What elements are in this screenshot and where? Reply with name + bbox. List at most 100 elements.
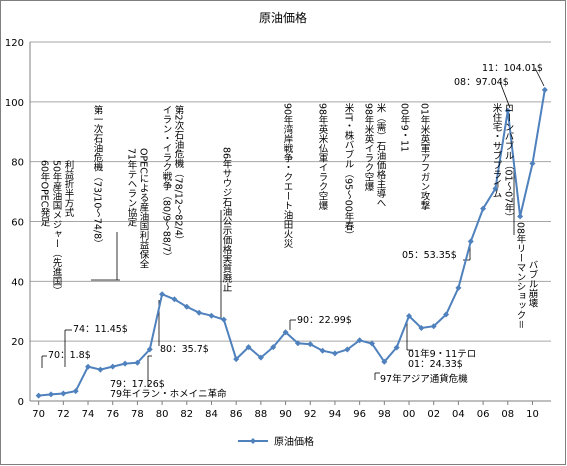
x-axis: 70 72 74 76 78 80 82 84 86 88 90 92 94 96 98 00 02 04 06 08… (32, 401, 539, 420)
data-point (294, 340, 301, 347)
annotation-v11: 98年英米仏軍イラク空爆 (317, 103, 329, 211)
data-point (541, 86, 548, 93)
data-point (220, 316, 227, 323)
y-axis: 0 20 40 60 80 100 120 (5, 38, 551, 408)
chart-title: 原油価格 (259, 10, 307, 25)
x-tick-label: 74 (82, 409, 95, 420)
data-point (134, 359, 141, 366)
x-tick-label: 76 (106, 409, 119, 420)
data-point (480, 205, 487, 212)
x-tick-label: 06 (477, 409, 490, 420)
data-point (122, 360, 129, 367)
data-point (381, 358, 388, 365)
x-tick-label: 82 (180, 409, 193, 420)
y-tick-label: 20 (11, 337, 24, 348)
data-point (85, 363, 92, 370)
data-point (529, 160, 536, 167)
data-point (331, 350, 338, 357)
x-tick-label: 96 (353, 409, 366, 420)
annotation-v3: 利益折半方式 (63, 159, 75, 217)
x-tick-label: 08 (501, 409, 514, 420)
data-point (35, 392, 42, 399)
annotation-v10: 90年湾岸戦争・クエート油田火災 (282, 103, 294, 248)
annotation-v20: バブル崩壊 (527, 260, 539, 308)
data-point (60, 390, 67, 397)
data-point (109, 363, 116, 370)
annotation-a70: 70：1.8$ (48, 350, 91, 361)
annotation-leaders (41, 67, 545, 386)
data-point (97, 366, 104, 373)
x-tick-label: 04 (452, 409, 465, 420)
annotation-v2: 50年産油国メジャー（先進国） (51, 160, 63, 296)
x-tick-label: 84 (205, 409, 218, 420)
data-point (146, 346, 153, 353)
data-point (307, 341, 314, 348)
y-tick-label: 80 (11, 158, 24, 169)
data-point (319, 347, 326, 354)
annotation-v6: OPECによる産油国利益保全 (138, 148, 150, 269)
x-tick-label: 92 (304, 409, 317, 420)
data-point (517, 213, 524, 220)
data-point (233, 356, 240, 363)
data-point (504, 107, 511, 114)
leader-line (499, 81, 511, 109)
annotation-v15: 00年9・11 (399, 103, 411, 152)
data-point (208, 312, 215, 319)
data-point (72, 388, 79, 395)
x-tick-label: 72 (57, 409, 70, 420)
annotation-a80: 80：35.7$ (160, 344, 209, 355)
legend-label: 原油価格 (274, 435, 314, 448)
annotation-v9: 86年サウジ石油公示価格実質廃止 (221, 147, 233, 292)
leader-line (534, 67, 545, 87)
y-tick-label: 0 (18, 397, 24, 408)
annotation-a79: 79：17.26$ (110, 379, 165, 390)
data-point (492, 185, 499, 192)
series-layer (35, 86, 548, 399)
data-point (455, 284, 462, 291)
annotation-v19: 08年リーマンショック＝ (515, 222, 527, 329)
annotation-a05: 05：53.35$ (402, 250, 457, 261)
data-point (245, 344, 252, 351)
annotation-a90: 90：22.99$ (297, 315, 352, 326)
data-point (430, 323, 437, 330)
annotation-v14: 米（需）石油価格主導へ (375, 102, 387, 207)
data-point (282, 329, 289, 336)
data-point (467, 238, 474, 245)
x-tick-label: 70 (32, 409, 45, 420)
data-point (171, 296, 178, 303)
annotation-v12: 米IT・株バブル（95～00年春） (343, 102, 355, 240)
annotation-a08: 08：97.04$ (454, 77, 509, 88)
annotation-v1: 60年OPEC発足 (39, 160, 51, 227)
y-tick-label: 120 (5, 38, 24, 49)
legend: 原油価格 (238, 435, 314, 448)
y-tick-label: 40 (11, 277, 24, 288)
annotation-v8: 第2次石油危機（78/12～82/4） (173, 104, 185, 245)
data-point (257, 354, 264, 361)
annotation-v16: 01年米英軍アフガン攻撃 (419, 103, 431, 210)
annotation-v17: 米住宅・サブプライム (491, 102, 503, 198)
x-tick-label: 00 (403, 409, 416, 420)
annotation-v18: ローンバブル（01～07年） (503, 103, 515, 222)
data-point (270, 344, 277, 351)
data-point (443, 311, 450, 318)
x-tick-label: 02 (427, 409, 440, 420)
x-tick-label: 80 (156, 409, 169, 420)
y-tick-label: 100 (5, 98, 24, 109)
data-point (159, 291, 166, 298)
annotation-a97: 97年アジア通貨危機 (380, 373, 468, 385)
x-tick-label: 88 (255, 409, 268, 420)
annotation-a79b: 79年イラン・ホメイニ革命 (110, 388, 227, 400)
y-tick-label: 60 (11, 218, 24, 229)
annotation-v5: 71年テヘラン協定 (126, 148, 138, 227)
data-point (368, 340, 375, 347)
data-point (356, 337, 363, 344)
annotation-v7: イラン・イラク戦争（80/9～88/7） (161, 105, 173, 262)
annotation-v4: 第一次石油危機（73/10～74/8） (92, 104, 104, 248)
data-point (344, 346, 351, 353)
x-tick-label: 98 (378, 409, 391, 420)
x-tick-label: 86 (230, 409, 243, 420)
annotation-a01: 01年9・11テロ (408, 348, 476, 360)
x-tick-label: 90 (279, 409, 292, 420)
